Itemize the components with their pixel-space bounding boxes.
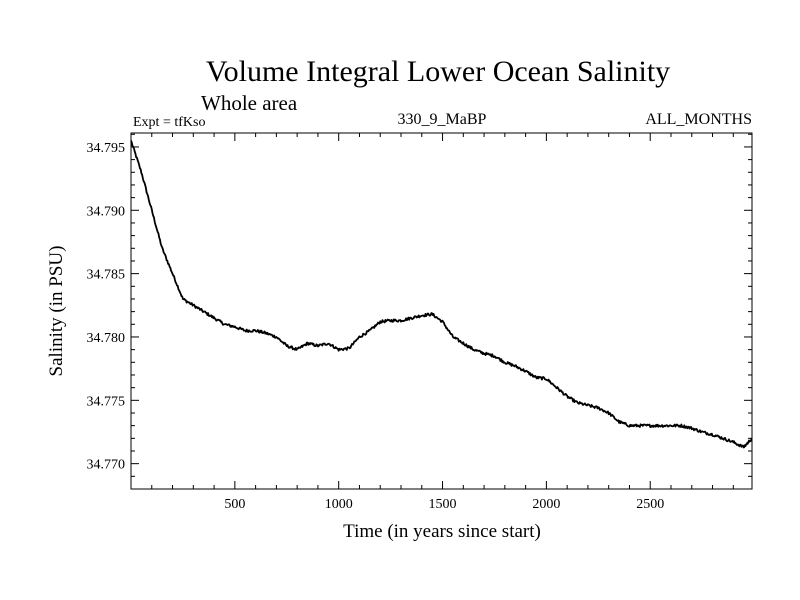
y-tick-label: 34.770 bbox=[87, 458, 126, 473]
center-label: 330_9_MaBP bbox=[398, 111, 487, 128]
chart-subtitle: Whole area bbox=[201, 91, 298, 115]
y-tick-label: 34.795 bbox=[87, 141, 126, 156]
x-axis-ticks bbox=[151, 133, 734, 489]
x-axis-label: Time (in years since start) bbox=[343, 521, 541, 542]
experiment-label: Expt = tfKso bbox=[133, 115, 205, 130]
chart-title: Volume Integral Lower Ocean Salinity bbox=[206, 55, 670, 88]
x-axis-tick-labels: 500 1000 1500 2000 2500 bbox=[224, 497, 664, 512]
y-tick-label: 34.790 bbox=[87, 204, 126, 219]
x-tick-label: 500 bbox=[224, 497, 245, 512]
plot-frame bbox=[130, 132, 753, 490]
x-tick-label: 2500 bbox=[636, 497, 664, 512]
x-tick-label: 1000 bbox=[325, 497, 353, 512]
y-tick-label: 34.780 bbox=[87, 331, 126, 346]
y-tick-label: 34.775 bbox=[87, 394, 126, 409]
y-axis-label: Salinity (in PSU) bbox=[46, 246, 67, 377]
x-tick-label: 1500 bbox=[429, 497, 457, 512]
right-label: ALL_MONTHS bbox=[645, 111, 752, 128]
y-tick-label: 34.785 bbox=[87, 268, 126, 283]
y-axis-tick-labels: 34.770 34.775 34.780 34.785 34.790 34.795 bbox=[87, 141, 126, 473]
salinity-series-line bbox=[130, 140, 753, 449]
x-tick-label: 2000 bbox=[532, 497, 560, 512]
